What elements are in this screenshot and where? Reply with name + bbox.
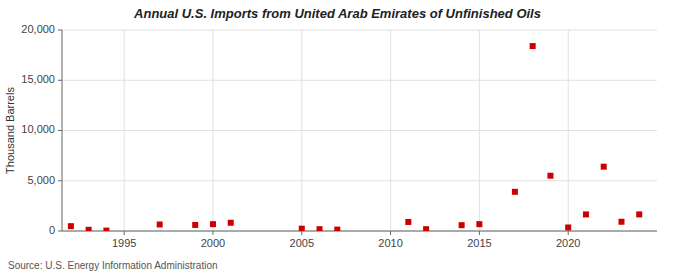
- point: [405, 219, 411, 225]
- y-tick: [58, 231, 62, 232]
- y-axis-label: Thousand Barrels: [4, 87, 16, 174]
- x-tick-label: 1995: [112, 237, 136, 249]
- chart-svg: 0 5,000 10,000 15,000 20,000 1995 2000 2005 2010…: [0, 0, 675, 275]
- point: [210, 221, 216, 227]
- y-tick-label: 5,000: [27, 174, 55, 186]
- x-axis-line: [62, 231, 657, 232]
- point: [157, 221, 163, 227]
- x-grid-line: [301, 30, 302, 231]
- x-tick-label: 2005: [290, 237, 314, 249]
- x-tick: [301, 231, 302, 235]
- point: [459, 222, 465, 228]
- x-tick: [390, 231, 391, 235]
- x-grid-line: [390, 30, 391, 231]
- y-tick-label: 20,000: [21, 23, 55, 35]
- point: [228, 220, 234, 226]
- point: [192, 222, 198, 228]
- y-tick: [58, 180, 62, 181]
- x-tick-label: 2000: [201, 237, 225, 249]
- point: [476, 221, 482, 227]
- source-note: Source: U.S. Energy Information Administ…: [8, 260, 218, 271]
- x-tick: [479, 231, 480, 235]
- x-grid-line: [568, 30, 569, 231]
- point: [583, 211, 589, 217]
- x-tick-label: 2020: [556, 237, 580, 249]
- chart-container: 0 5,000 10,000 15,000 20,000 1995 2000 2005 2010…: [0, 0, 675, 275]
- point: [547, 173, 553, 179]
- point: [103, 228, 109, 231]
- point: [68, 223, 74, 229]
- point: [299, 226, 305, 231]
- x-grid-line: [212, 30, 213, 231]
- x-tick: [568, 231, 569, 235]
- y-tick-label: 10,000: [21, 123, 55, 135]
- point: [601, 164, 607, 170]
- point: [565, 224, 571, 230]
- y-tick: [58, 80, 62, 81]
- point: [618, 219, 624, 225]
- grid: [62, 30, 657, 231]
- point: [530, 43, 536, 49]
- point: [334, 227, 340, 231]
- x-grid-line: [124, 30, 125, 231]
- point: [636, 211, 642, 217]
- y-tick: [58, 30, 62, 31]
- y-tick-label: 0: [49, 224, 55, 236]
- title: Annual U.S. Imports from United Arab Emi…: [133, 6, 541, 21]
- axes: 0 5,000 10,000 15,000 20,000 1995 2000 2005 2010…: [21, 23, 657, 249]
- x-tick-label: 2015: [467, 237, 491, 249]
- point: [86, 227, 92, 231]
- x-tick: [212, 231, 213, 235]
- x-grid-line: [479, 30, 480, 231]
- point: [423, 226, 429, 231]
- y-axis-line: [62, 30, 63, 231]
- y-grid-line: [62, 231, 657, 232]
- y-tick: [58, 130, 62, 131]
- point: [317, 226, 323, 231]
- x-tick: [124, 231, 125, 235]
- point: [512, 189, 518, 195]
- y-tick-label: 15,000: [21, 73, 55, 85]
- points: [68, 43, 642, 231]
- x-tick-label: 2010: [378, 237, 402, 249]
